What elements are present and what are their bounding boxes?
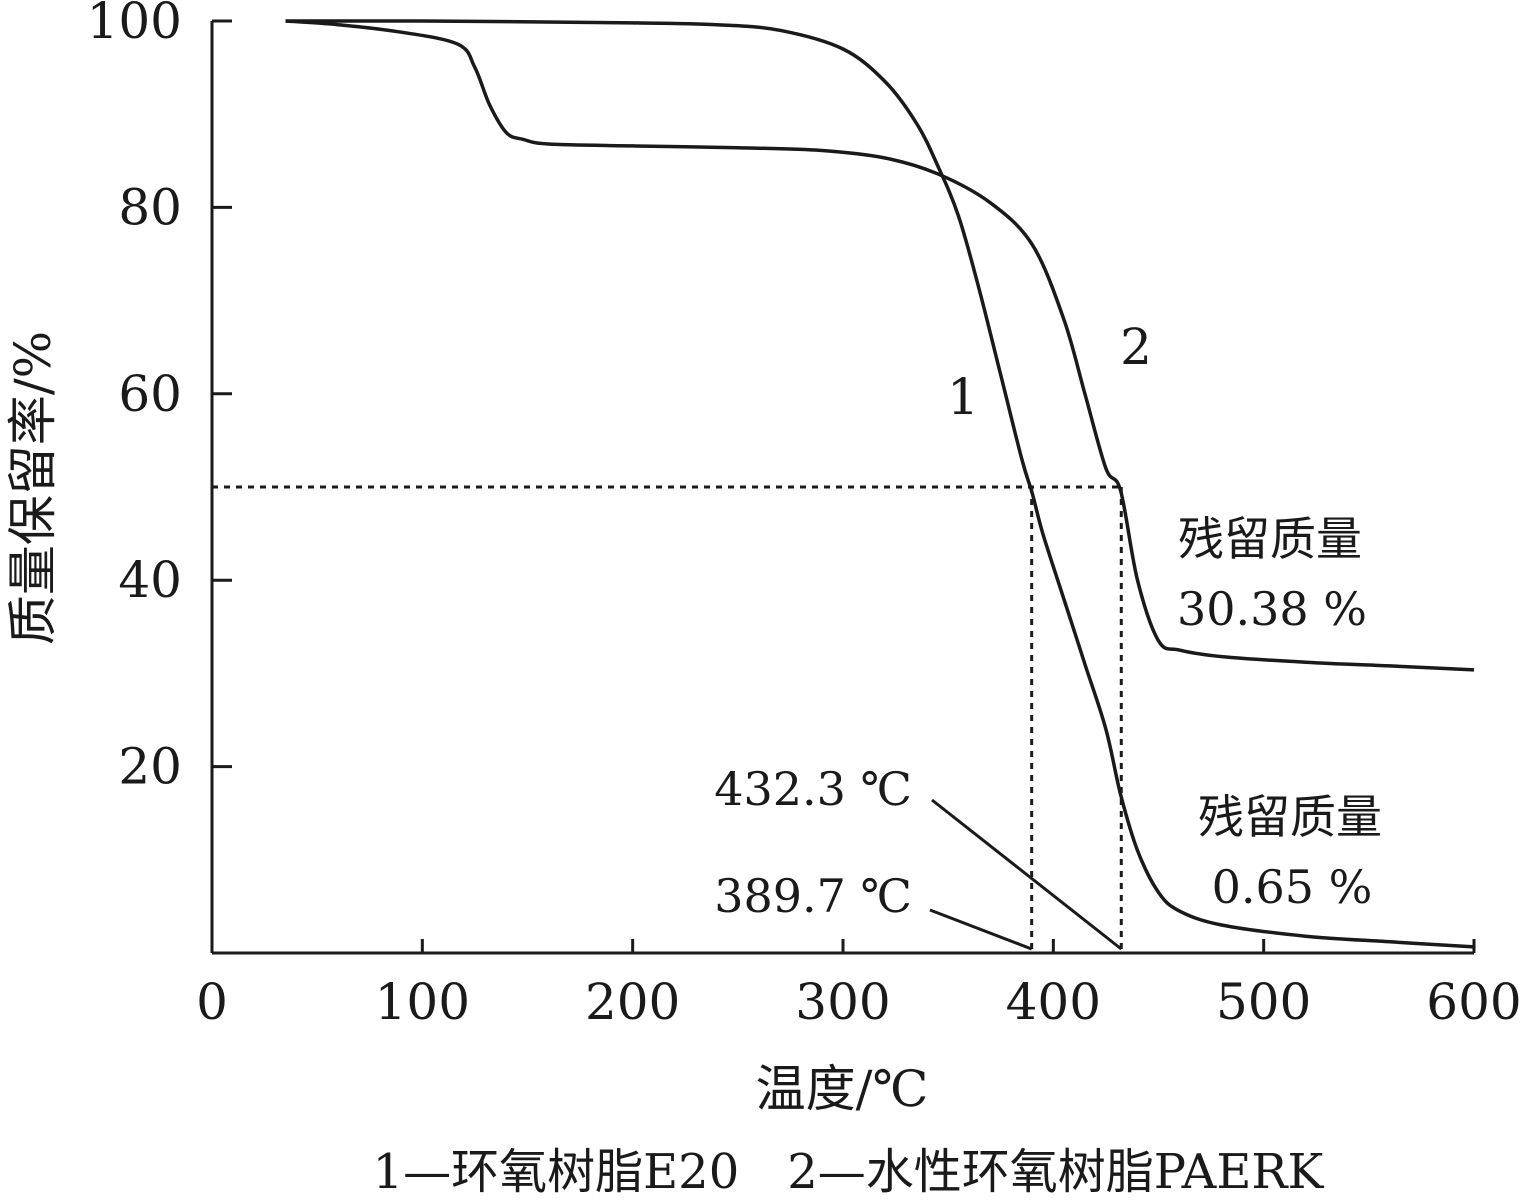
x-tick-label: 100	[375, 973, 470, 1031]
x-tick-label: 500	[1216, 973, 1311, 1031]
x-axis-title: 温度/℃	[756, 1060, 929, 1118]
series-1-label: 1	[947, 368, 979, 426]
series-group	[285, 19, 1475, 949]
y-tick-label: 80	[118, 178, 182, 236]
x-tick-label: 600	[1426, 973, 1520, 1031]
leader-432	[931, 798, 1123, 951]
residual-1-title: 残留质量	[1198, 790, 1382, 844]
leader-389	[929, 908, 1033, 951]
y-tick-label: 100	[87, 0, 182, 50]
annotation-temp-432: 432.3 ℃	[714, 762, 912, 816]
series-2-label: 2	[1120, 318, 1152, 376]
legend-caption: 1—环氧树脂E20 2—水性环氧树脂PAERK	[373, 1144, 1325, 1198]
ticks: 0 100 200 300 400 500 600 20 40 60 80 100	[87, 0, 1520, 1031]
x-tick-label: 300	[795, 973, 890, 1031]
series-1-line	[285, 19, 1475, 949]
y-axis-title: 质量保留率/%	[4, 331, 62, 645]
series-2-line	[285, 19, 1475, 672]
x-tick-label: 200	[585, 973, 680, 1031]
annotation-temp-389: 389.7 ℃	[714, 869, 912, 923]
x-tick-label: 0	[196, 973, 228, 1031]
residual-2-title: 残留质量	[1178, 512, 1362, 566]
y-tick-label: 40	[118, 551, 182, 609]
y-tick-label: 60	[118, 365, 182, 423]
y-tick-label: 20	[118, 738, 182, 796]
x-tick-label: 400	[1006, 973, 1101, 1031]
residual-1-value: 0.65 %	[1212, 860, 1373, 914]
residual-2-value: 30.38 %	[1177, 582, 1367, 636]
reference-guides	[212, 485, 1123, 953]
